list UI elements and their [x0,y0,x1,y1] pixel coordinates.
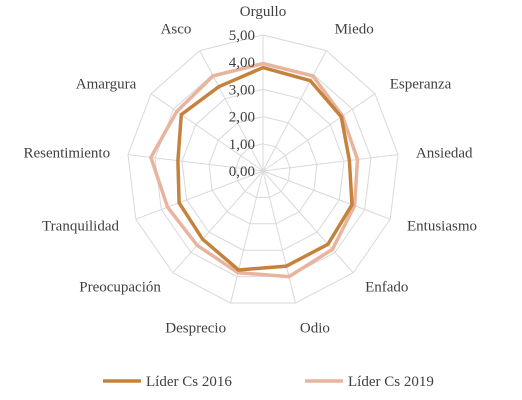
category-label: Orgullo [240,4,286,20]
grid-spoke [172,170,264,274]
category-label: Resentimiento [23,145,110,161]
category-label: Miedo [335,22,374,38]
grid-ring [127,34,399,304]
category-label: Preocupación [79,279,161,295]
category-label: Amargura [76,77,137,93]
grid-ring [154,61,372,278]
tick-label: 2,00 [229,110,255,126]
tick-label: 1,00 [229,137,255,153]
grid-ring [235,143,291,198]
grid-ring [208,116,318,225]
grid-spoke [150,93,264,172]
legend-label: Líder Cs 2019 [348,374,434,390]
grid-spoke [262,170,296,304]
grid-spoke [262,170,391,220]
grid-spoke [230,170,264,304]
tick-label: 4,00 [229,55,255,71]
category-labels: Orgullo Miedo Esperanza Ansiedad Entusiasmo E… [23,4,477,337]
tick-label: 5,00 [229,28,255,44]
grid-ring [181,88,345,251]
legend: Líder Cs 2016 Líder Cs 2019 [103,374,434,390]
grid-spoke [262,93,376,172]
grid-spoke [262,50,327,172]
grid-spoke [199,50,264,172]
series-line [176,65,354,272]
category-label: Ansiedad [416,145,473,161]
tick-label: 0,00 [229,164,255,180]
category-label: Entusiasmo [407,219,477,235]
grid-spoke [262,154,399,172]
category-label: Desprecio [165,321,226,337]
category-label: Esperanza [390,77,452,93]
category-label: Asco [161,22,192,38]
category-label: Odio [300,321,330,337]
grid-spoke [262,170,354,274]
tick-label: 3,00 [229,82,255,98]
series-line [149,61,360,279]
series-layer [149,61,360,279]
legend-label: Líder Cs 2016 [146,374,232,390]
category-label: Enfado [365,279,408,295]
radar-grid [127,34,399,304]
grid-spoke [135,170,264,220]
tick-labels: 0,00 1,00 2,00 3,00 4,00 5,00 [229,28,255,180]
category-label: Tranquilidad [42,219,119,235]
